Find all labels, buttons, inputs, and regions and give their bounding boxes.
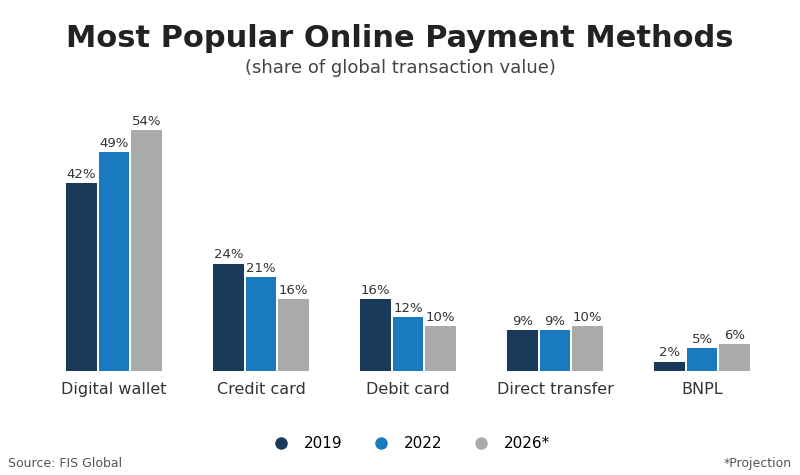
Text: 10%: 10% <box>573 311 602 323</box>
Bar <box>507 331 538 370</box>
Text: 16%: 16% <box>361 284 390 297</box>
Text: 10%: 10% <box>426 311 455 323</box>
Text: 9%: 9% <box>512 315 533 328</box>
Text: 49%: 49% <box>99 137 129 150</box>
Bar <box>246 277 276 370</box>
Bar <box>66 183 97 370</box>
Text: 5%: 5% <box>691 333 713 346</box>
Text: 21%: 21% <box>246 262 276 275</box>
Text: (share of global transaction value): (share of global transaction value) <box>245 59 555 77</box>
Text: Most Popular Online Payment Methods: Most Popular Online Payment Methods <box>66 24 734 53</box>
Text: 42%: 42% <box>66 168 96 181</box>
Text: 12%: 12% <box>393 302 423 315</box>
Bar <box>425 326 456 370</box>
Text: 2%: 2% <box>659 346 680 360</box>
Text: 16%: 16% <box>278 284 308 297</box>
Legend: 2019, 2022, 2026*: 2019, 2022, 2026* <box>260 430 556 457</box>
Text: Source: FIS Global: Source: FIS Global <box>8 457 122 470</box>
Bar <box>278 299 309 370</box>
Bar <box>654 361 685 371</box>
Text: 54%: 54% <box>131 114 161 128</box>
Bar <box>686 348 718 371</box>
Text: 9%: 9% <box>545 315 566 328</box>
Bar <box>214 264 244 370</box>
Text: 6%: 6% <box>724 329 745 342</box>
Bar <box>131 130 162 370</box>
Bar <box>360 299 391 370</box>
Bar <box>98 152 130 370</box>
Bar <box>719 344 750 370</box>
Bar <box>572 326 602 370</box>
Bar <box>540 331 570 370</box>
Bar <box>393 317 423 371</box>
Text: 24%: 24% <box>214 248 243 261</box>
Text: *Projection: *Projection <box>724 457 792 470</box>
